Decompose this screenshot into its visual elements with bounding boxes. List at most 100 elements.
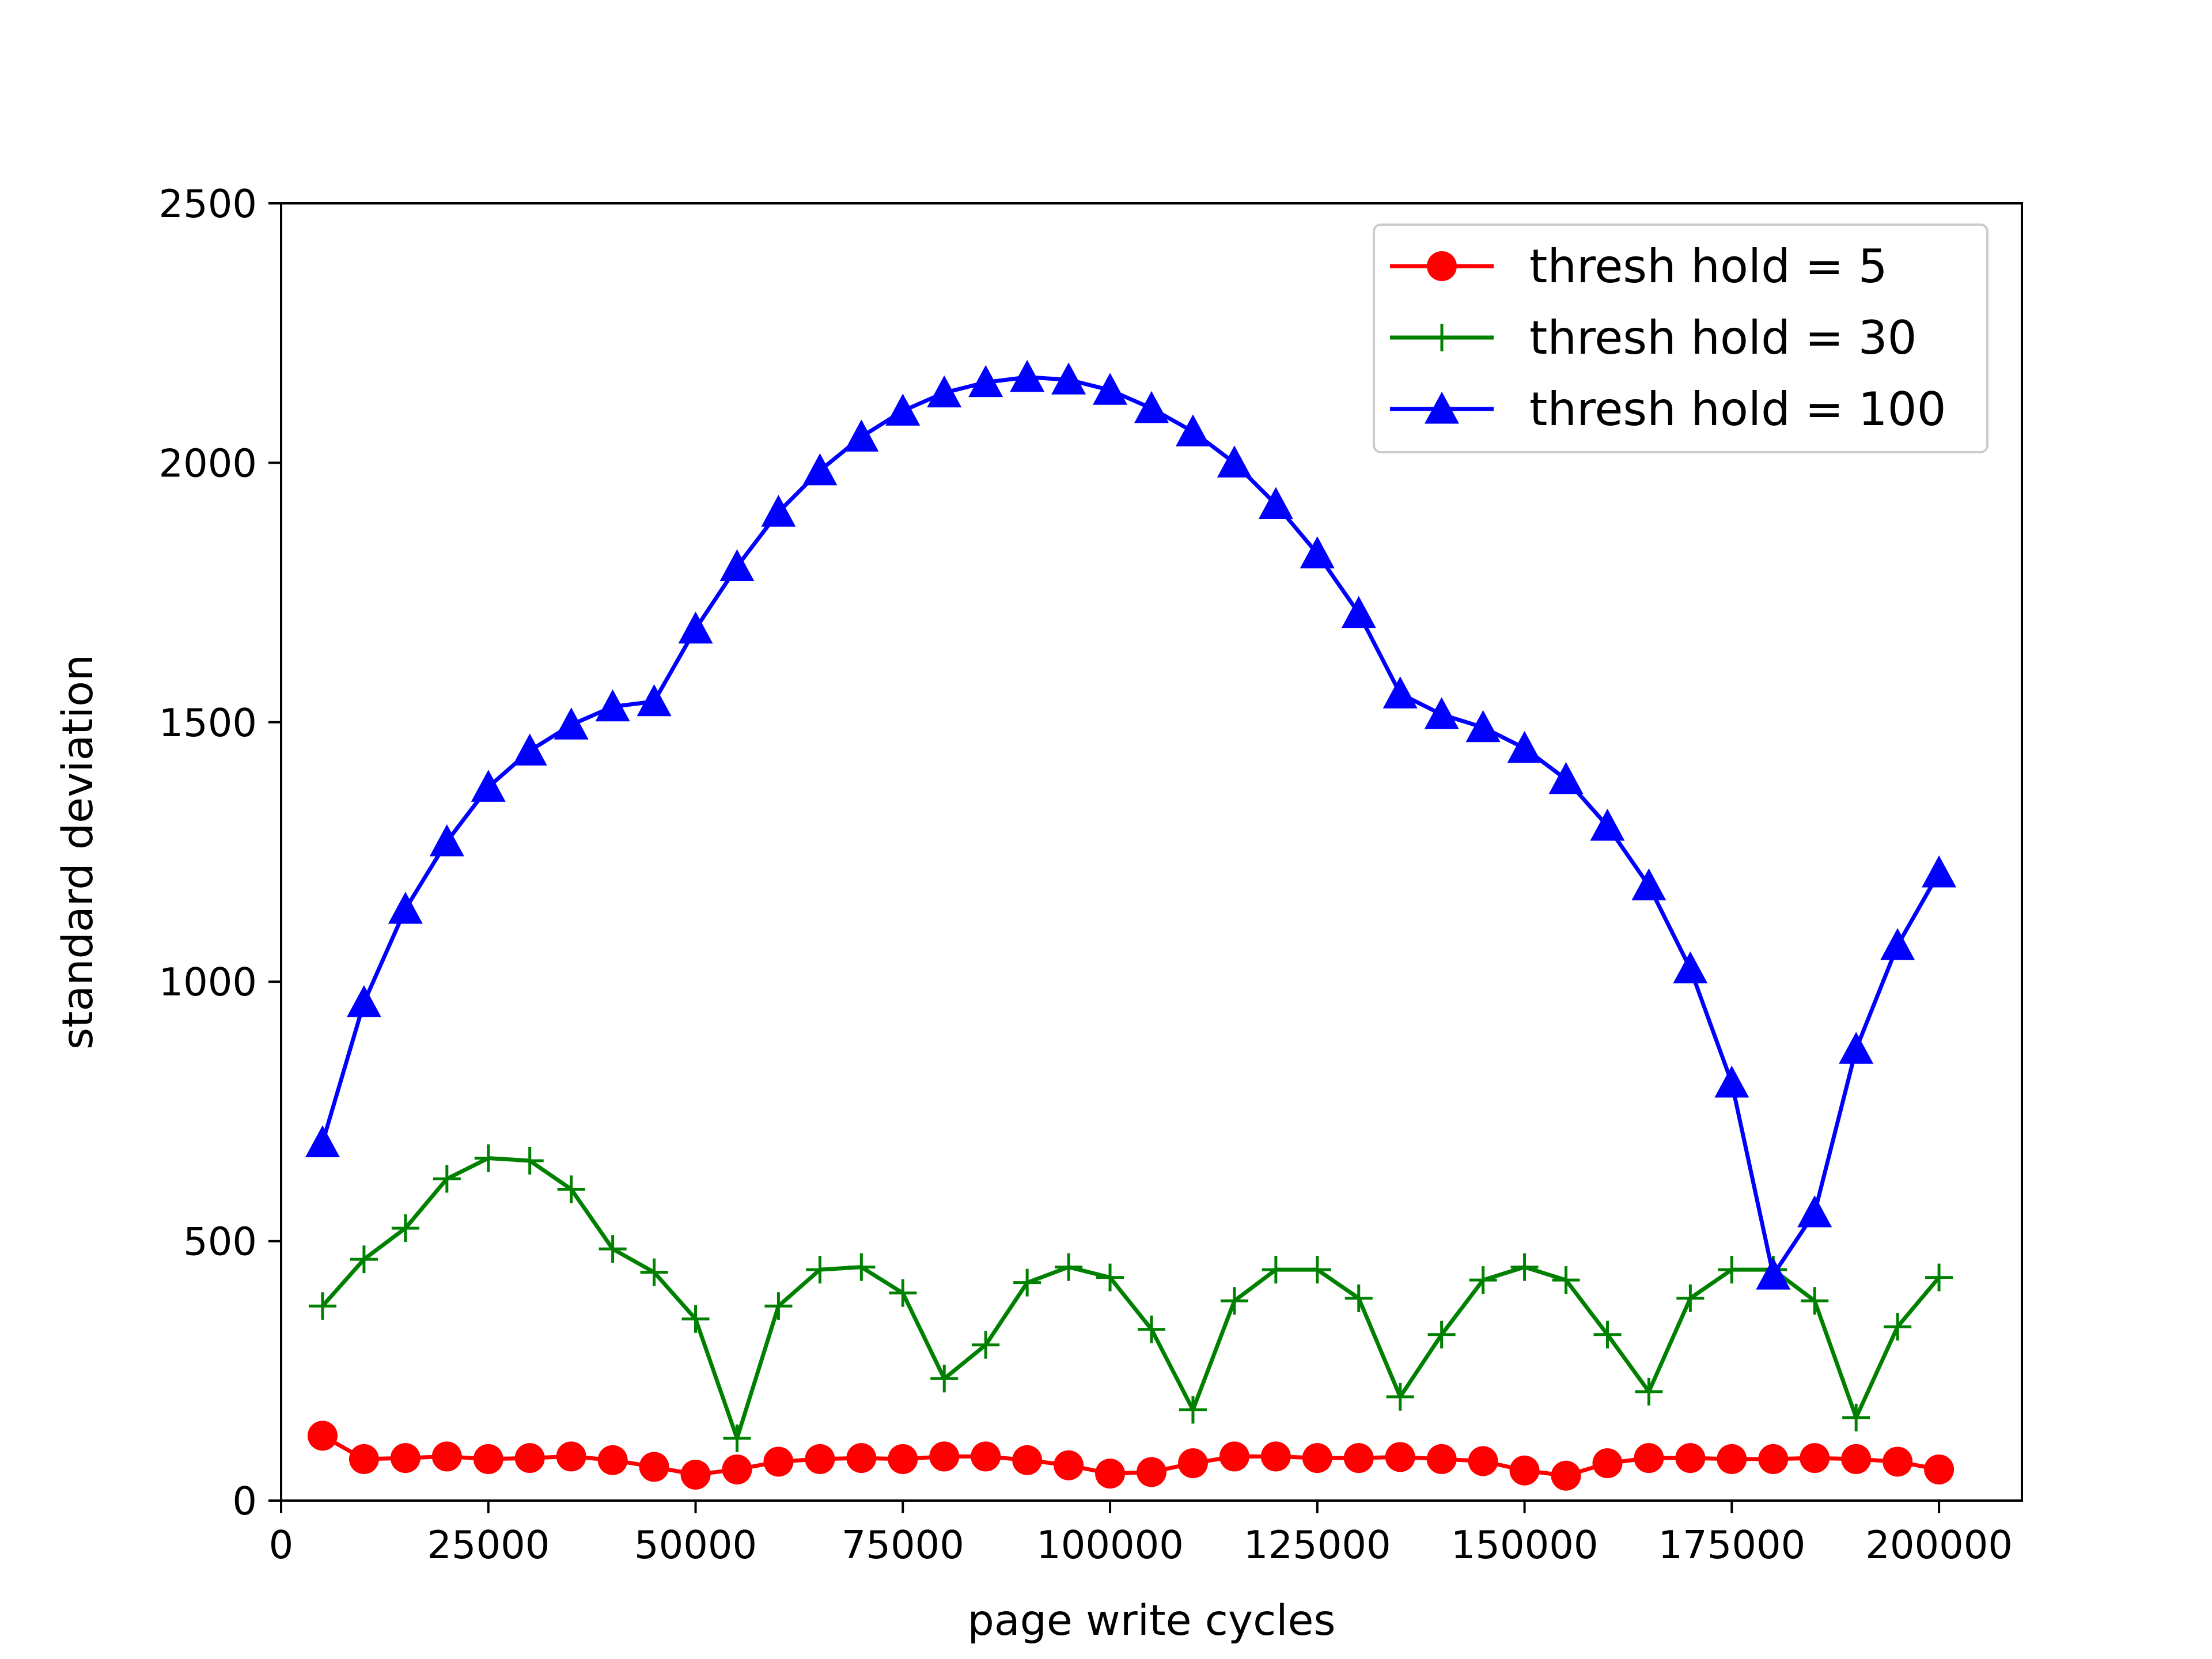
data-point xyxy=(1424,697,1459,729)
data-point xyxy=(802,453,838,486)
data-point xyxy=(1797,1195,1832,1228)
data-point xyxy=(1509,1455,1540,1486)
data-point xyxy=(1718,1256,1746,1284)
plot-area xyxy=(305,359,1957,1491)
plot-frame xyxy=(280,202,2023,1502)
data-point xyxy=(968,365,1003,397)
data-point xyxy=(1382,676,1418,709)
data-point xyxy=(1258,487,1293,519)
data-point xyxy=(1013,1268,1041,1297)
data-point xyxy=(1386,1382,1414,1411)
legend-label: thresh hold = 100 xyxy=(1529,382,1946,436)
data-point xyxy=(1925,1263,1953,1291)
data-point xyxy=(1548,762,1584,794)
data-point xyxy=(390,1443,421,1474)
y-axis-label: standard deviation xyxy=(54,654,103,1050)
legend-marker xyxy=(1427,251,1457,281)
data-point xyxy=(1922,855,1957,888)
x-tick-label: 175000 xyxy=(1658,1522,1805,1567)
data-point xyxy=(1343,1443,1374,1474)
data-point xyxy=(1469,1266,1497,1294)
data-point xyxy=(805,1444,835,1474)
series-1 xyxy=(307,1421,1955,1491)
x-tick-label: 50000 xyxy=(634,1522,757,1567)
data-point xyxy=(1426,1444,1457,1474)
data-point xyxy=(846,1443,877,1474)
data-point xyxy=(1177,1448,1208,1479)
data-point xyxy=(1592,1448,1623,1479)
data-point xyxy=(972,1331,1000,1359)
data-point xyxy=(1217,445,1252,478)
data-point xyxy=(889,1279,917,1307)
data-point xyxy=(350,1245,378,1274)
data-point xyxy=(1300,536,1335,569)
data-point xyxy=(971,1441,1001,1472)
data-point xyxy=(885,393,921,426)
data-point xyxy=(678,611,713,644)
data-point xyxy=(1468,1446,1498,1476)
data-point xyxy=(1551,1460,1581,1491)
data-point xyxy=(930,1365,959,1393)
data-point xyxy=(1676,1284,1705,1312)
y-tick-label: 2000 xyxy=(158,441,257,486)
data-point xyxy=(1800,1443,1830,1474)
data-point xyxy=(1717,1444,1747,1474)
data-point xyxy=(1673,951,1708,984)
data-point xyxy=(722,1454,752,1484)
data-point xyxy=(1593,1320,1622,1349)
data-point xyxy=(640,1258,668,1286)
series-line xyxy=(320,375,1941,1277)
data-point xyxy=(719,549,755,582)
data-point xyxy=(1054,1450,1084,1480)
data-point xyxy=(1095,1459,1126,1489)
data-point xyxy=(1883,1446,1913,1477)
data-point xyxy=(806,1256,834,1284)
legend-box xyxy=(1373,224,1988,453)
data-point xyxy=(471,770,506,802)
data-point xyxy=(388,892,423,924)
legend-entry: thresh hold = 30 xyxy=(1390,311,1917,365)
data-point xyxy=(929,1441,960,1472)
data-point xyxy=(1137,1457,1166,1487)
data-point xyxy=(761,494,796,527)
data-point xyxy=(680,1459,711,1490)
legend-label: thresh hold = 5 xyxy=(1529,240,1888,293)
data-point xyxy=(1842,1403,1870,1431)
legend-marker xyxy=(1425,392,1459,424)
data-point xyxy=(1055,1253,1083,1281)
series-3 xyxy=(305,359,1957,1290)
data-point xyxy=(1341,596,1376,628)
data-point xyxy=(681,1305,710,1333)
data-point xyxy=(1010,359,1045,392)
data-point xyxy=(1756,1257,1791,1290)
data-point xyxy=(1841,1444,1872,1474)
x-tick-label: 200000 xyxy=(1865,1522,2013,1567)
data-point xyxy=(305,1125,340,1157)
data-point xyxy=(431,1441,462,1472)
y-tick-label: 1500 xyxy=(158,700,257,745)
y-tick-label: 2500 xyxy=(158,181,257,226)
data-point xyxy=(637,684,672,717)
data-point xyxy=(927,375,962,408)
data-point xyxy=(639,1452,669,1482)
data-point xyxy=(1093,373,1128,405)
data-point xyxy=(1051,362,1086,395)
legend-marker xyxy=(1428,324,1456,351)
data-point xyxy=(1303,1256,1331,1284)
data-point xyxy=(1635,1377,1663,1406)
data-point xyxy=(307,1421,338,1451)
data-point xyxy=(723,1424,751,1452)
data-point xyxy=(1138,1315,1165,1343)
data-point xyxy=(1179,1396,1207,1424)
data-point xyxy=(1839,1032,1874,1064)
data-point xyxy=(599,1235,627,1263)
data-point xyxy=(433,1165,461,1193)
data-point xyxy=(1012,1445,1043,1475)
y-tick-label: 1000 xyxy=(158,960,257,1005)
legend-entry: thresh hold = 5 xyxy=(1390,240,1888,293)
data-point xyxy=(474,1144,502,1172)
data-point xyxy=(1634,1443,1664,1474)
data-point xyxy=(763,1446,794,1477)
x-tick-label: 0 xyxy=(269,1522,294,1567)
